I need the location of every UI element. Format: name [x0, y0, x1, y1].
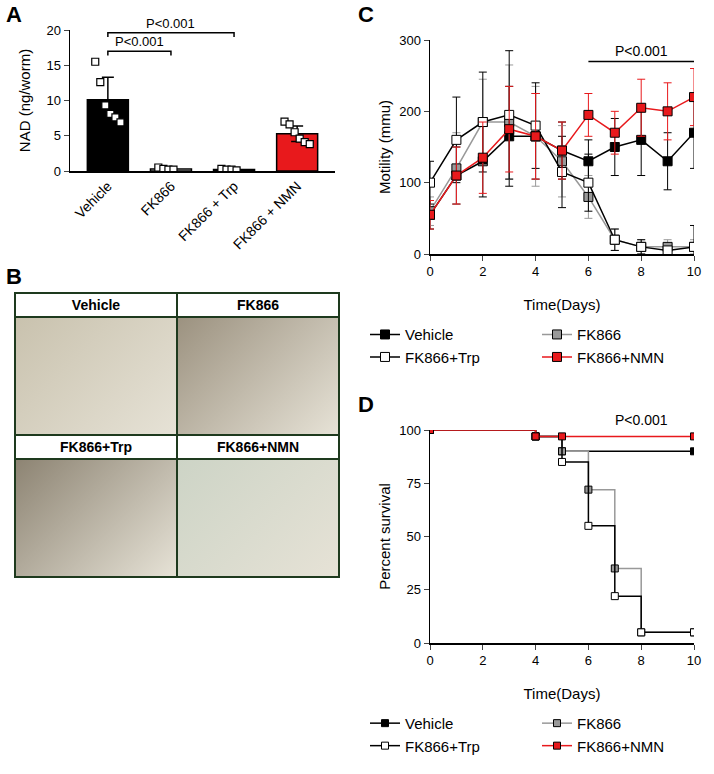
svg-text:P<0.001: P<0.001	[615, 412, 668, 428]
svg-text:Time(Days): Time(Days)	[524, 296, 601, 313]
svg-text:2: 2	[479, 653, 486, 668]
svg-text:6: 6	[585, 653, 592, 668]
svg-text:10: 10	[46, 93, 60, 108]
svg-text:25: 25	[406, 582, 420, 597]
svg-text:Motility (mmu): Motility (mmu)	[376, 100, 393, 194]
svg-text:50: 50	[406, 529, 420, 544]
svg-text:FK866+Trp: FK866+Trp	[405, 738, 480, 755]
svg-text:FK866: FK866	[577, 715, 621, 732]
svg-text:8: 8	[638, 653, 645, 668]
svg-text:Percent survival: Percent survival	[376, 483, 393, 590]
svg-text:P<0.001: P<0.001	[115, 34, 164, 49]
html-text:FK866+NMN: FK866+NMN	[217, 439, 299, 455]
svg-text:6: 6	[585, 264, 592, 279]
svg-text:100: 100	[399, 423, 421, 438]
svg-text:0: 0	[414, 247, 421, 262]
svg-text:200: 200	[399, 104, 421, 119]
svg-text:P<0.001: P<0.001	[146, 16, 195, 31]
svg-text:FK866 + NMN: FK866 + NMN	[230, 178, 304, 252]
svg-text:FK866+NMN: FK866+NMN	[577, 738, 664, 755]
svg-text:4: 4	[532, 264, 539, 279]
html-text:D: D	[358, 392, 374, 417]
html-text:B: B	[6, 264, 22, 289]
svg-text:P<0.001: P<0.001	[615, 43, 668, 59]
svg-text:NAD (ng/worm): NAD (ng/worm)	[16, 49, 33, 152]
svg-text:8: 8	[638, 264, 645, 279]
svg-text:Vehicle: Vehicle	[405, 715, 453, 732]
svg-text:0: 0	[426, 264, 433, 279]
svg-text:75: 75	[406, 476, 420, 491]
svg-text:5: 5	[54, 128, 61, 143]
svg-text:0: 0	[414, 636, 421, 651]
svg-text:FK866: FK866	[577, 326, 621, 343]
svg-text:10: 10	[687, 653, 701, 668]
html-text:FK866+Trp: FK866+Trp	[60, 439, 132, 455]
svg-text:FK866+NMN: FK866+NMN	[577, 349, 664, 366]
svg-text:FK866: FK866	[138, 178, 179, 219]
html-text:Vehicle: Vehicle	[71, 297, 121, 313]
svg-text:20: 20	[46, 23, 60, 38]
html-text:FK866: FK866	[237, 297, 279, 313]
svg-text:Time(Days): Time(Days)	[524, 685, 601, 702]
svg-text:0: 0	[426, 653, 433, 668]
svg-text:10: 10	[687, 264, 701, 279]
html-text:A: A	[6, 2, 22, 27]
svg-text:2: 2	[479, 264, 486, 279]
svg-text:300: 300	[399, 33, 421, 48]
svg-text:100: 100	[399, 175, 421, 190]
svg-text:Vehicle: Vehicle	[405, 326, 453, 343]
svg-text:FK866 + Trp: FK866 + Trp	[175, 178, 241, 244]
svg-text:FK866+Trp: FK866+Trp	[405, 349, 480, 366]
svg-text:Vehicle: Vehicle	[72, 178, 115, 221]
svg-text:4: 4	[532, 653, 539, 668]
html-text:C: C	[358, 2, 374, 27]
svg-text:0: 0	[54, 164, 61, 179]
svg-text:15: 15	[46, 58, 60, 73]
